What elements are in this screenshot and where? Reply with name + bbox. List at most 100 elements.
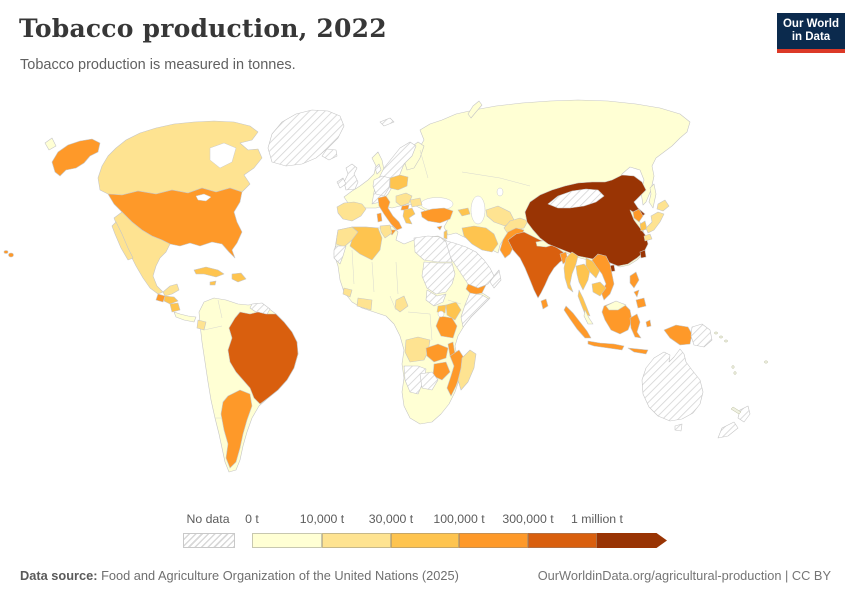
country-greenland[interactable] [267,109,345,167]
country-mexico-yucatan[interactable] [162,283,180,297]
country-madagascar[interactable] [457,349,477,391]
country-philippines-mindanao[interactable] [635,297,647,309]
country-algeria[interactable] [349,226,383,261]
country-lesser-sunda[interactable] [627,347,649,355]
country-honduras[interactable] [163,295,179,305]
legend-segment-30k-100k[interactable] [391,533,459,548]
country-south-sudan[interactable] [425,289,447,307]
country-japan-hokkaido[interactable] [656,199,670,212]
country-zambia[interactable] [425,343,449,363]
country-guinea[interactable] [342,287,353,298]
country-guatemala[interactable] [155,293,166,303]
country-sudan[interactable] [421,261,456,295]
country-ghana-ci[interactable] [356,297,373,311]
country-turkey[interactable] [420,207,454,224]
country-mozambique[interactable] [446,349,465,397]
country-alaska[interactable] [51,138,101,177]
country-somalia[interactable] [460,292,490,328]
footer-source-label: Data source: [20,568,98,583]
legend-segment-10k-30k[interactable] [322,533,391,548]
country-uganda[interactable] [436,304,447,314]
country-nz-south[interactable] [717,421,739,439]
country-ireland[interactable] [336,177,347,189]
footer-credit[interactable]: OurWorldinData.org/agricultural-producti… [537,568,831,583]
country-greece[interactable] [402,207,416,225]
country-cambodia[interactable] [591,281,607,297]
country-nicaragua[interactable] [169,302,181,313]
country-philippines-luzon[interactable] [629,271,640,289]
country-australia[interactable] [641,348,704,422]
country-taiwan[interactable] [639,249,647,259]
country-tanzania[interactable] [435,315,458,339]
country-poland[interactable] [389,174,409,191]
country-india[interactable] [507,231,567,299]
country-egypt[interactable] [413,235,453,263]
country-cuba[interactable] [193,266,225,278]
country-thailand-peninsula[interactable] [577,289,591,317]
country-namibia[interactable] [403,365,427,395]
country-brazil[interactable] [227,311,299,405]
legend-no-data-swatch[interactable] [183,533,235,548]
country-yemen[interactable] [465,283,487,296]
country-italy[interactable] [377,195,403,231]
country-denmark[interactable] [374,163,382,175]
country-balkans[interactable] [395,192,413,207]
legend-segment-0-10k[interactable] [252,533,322,548]
country-mongolia[interactable] [547,188,605,209]
country-myanmar[interactable] [563,251,579,293]
country-png[interactable] [690,323,713,348]
legend-segment-1M+[interactable] [597,533,667,548]
country-north-korea[interactable] [632,208,644,223]
legend-segment-100k-300k[interactable] [459,533,528,548]
great-lakes [195,193,212,202]
country-malaysia-borneo[interactable] [605,300,627,311]
country-azerbaijan[interactable] [457,207,471,217]
caspian-sea [470,195,486,225]
country-moluccas[interactable] [645,319,652,328]
legend-segment-300k-1M[interactable] [528,533,597,548]
country-kenya[interactable] [445,301,462,321]
country-botswana[interactable] [419,371,439,391]
country-canada[interactable] [97,120,263,196]
country-lebanon[interactable] [443,229,448,240]
country-south-korea[interactable] [639,220,648,232]
country-panama[interactable] [173,311,197,323]
country-mexico-baja[interactable] [111,221,134,261]
country-sulawesi[interactable] [629,313,642,339]
country-cameroon[interactable] [394,295,409,313]
country-tasmania[interactable] [674,423,683,432]
country-japan-kyushu[interactable] [643,233,653,242]
country-thailand[interactable] [575,263,591,291]
country-hawaii2[interactable] [8,252,14,258]
country-uk[interactable] [343,163,359,191]
country-oman[interactable] [489,269,502,289]
solomon-islands2 [719,335,723,339]
country-argentina[interactable] [220,389,253,469]
country-western-sahara[interactable] [333,245,347,265]
country-iran[interactable] [461,225,499,253]
country-iceland[interactable] [321,148,338,161]
country-jamaica[interactable] [209,280,217,286]
country-cyprus[interactable] [436,225,443,231]
legend-tick-100k-300k: 100,000 t [433,512,485,526]
country-java[interactable] [587,340,625,351]
country-sumatra[interactable] [563,305,592,339]
country-svalbard[interactable] [379,117,395,127]
country-iberia[interactable] [336,201,367,222]
country-sardinia[interactable] [376,212,383,223]
country-hawaii[interactable] [3,250,9,254]
country-ecuador[interactable] [196,319,207,331]
country-bulgaria[interactable] [409,197,423,208]
country-malaysia[interactable] [583,309,594,325]
country-west-papua[interactable] [663,324,693,346]
country-tunisia[interactable] [379,224,393,239]
owid-logo[interactable]: Our World in Data [777,13,845,53]
country-nz-north[interactable] [737,405,751,423]
country-sri-lanka[interactable] [540,298,549,310]
country-japan-honshu[interactable] [645,211,665,234]
country-germany[interactable] [372,175,391,197]
country-philippines-mid[interactable] [633,289,640,298]
country-hispaniola[interactable] [231,272,247,283]
country-vietnam[interactable] [591,253,615,301]
country-angola[interactable] [404,336,431,363]
